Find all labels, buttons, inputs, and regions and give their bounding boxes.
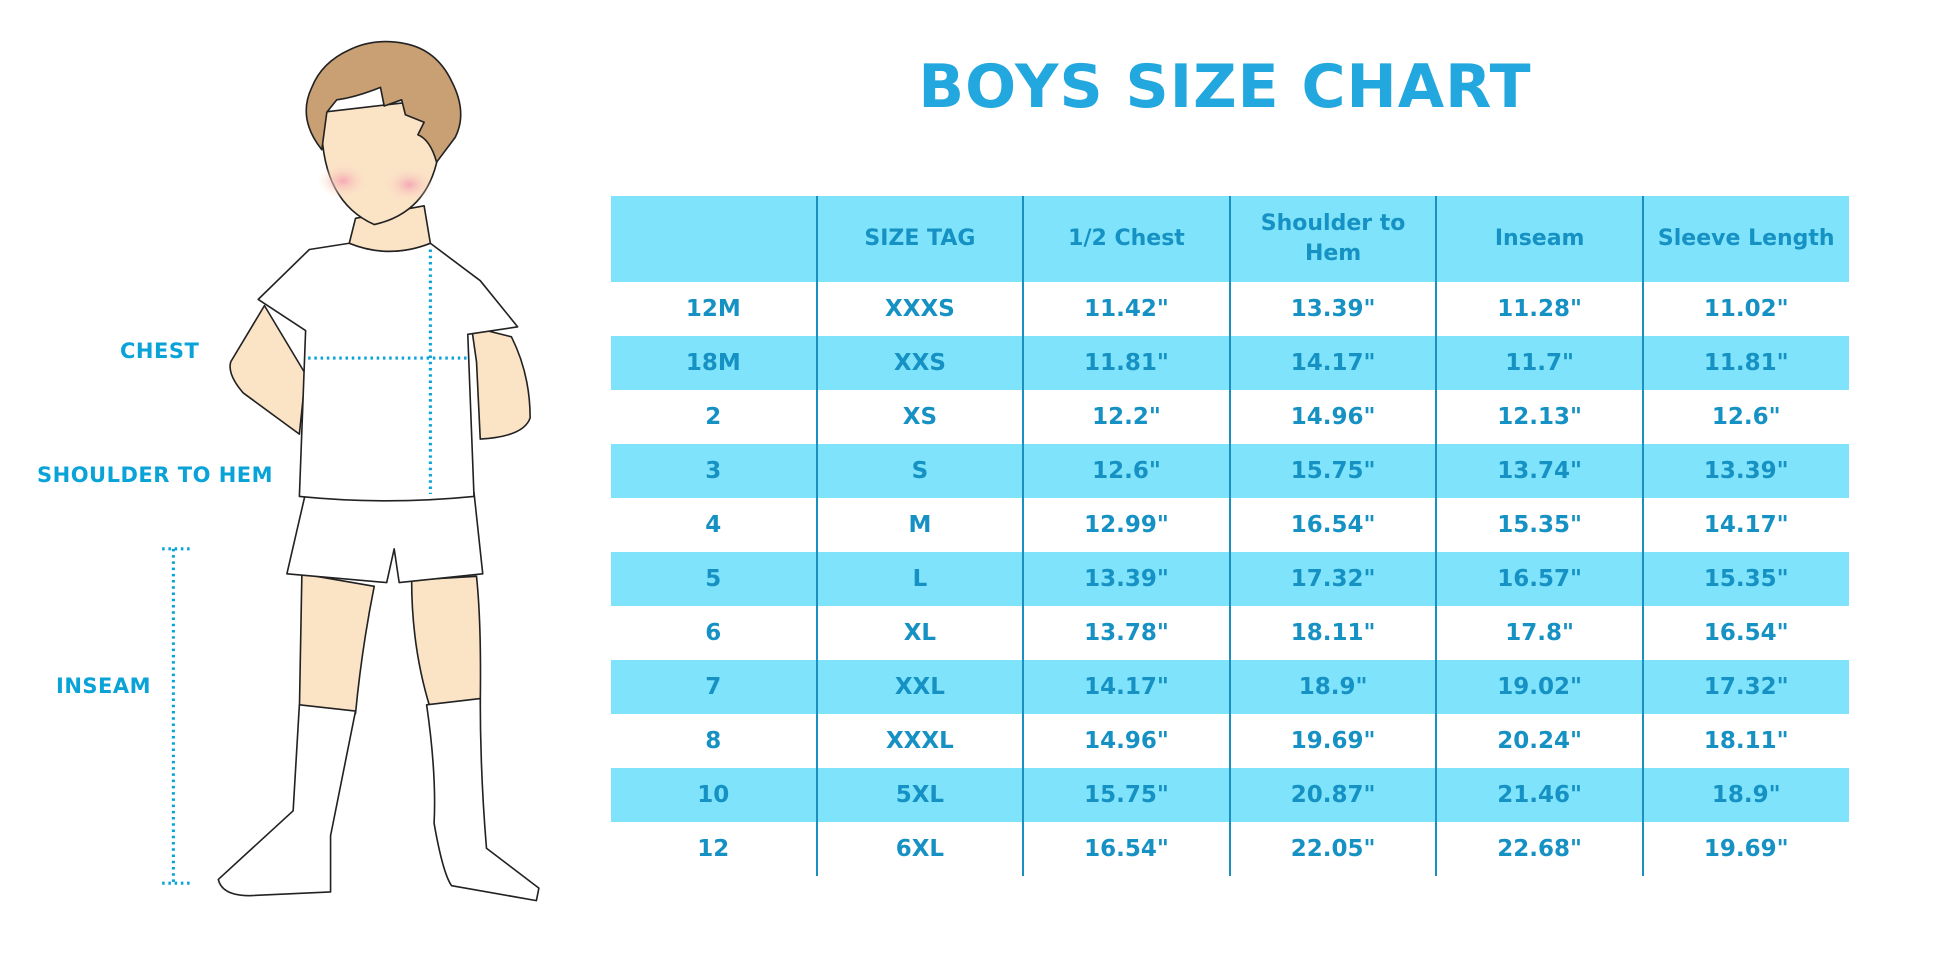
table-cell: 13.78"	[1022, 606, 1230, 660]
table-row: 2 XS 12.2" 14.96" 12.13" 12.6"	[611, 390, 1849, 444]
table-cell: XXL	[815, 660, 1024, 714]
table-cell: 4	[611, 498, 817, 552]
boy-measurement-illustration	[162, 40, 540, 902]
column-header: 1/2 Chest	[1022, 196, 1230, 282]
table-cell: 18M	[611, 336, 817, 390]
table-row: 10 5XL 15.75" 20.87" 21.46" 18.9"	[611, 768, 1849, 822]
table-cell: 6	[611, 606, 817, 660]
table-cell: 11.28"	[1435, 282, 1643, 336]
table-cell: 11.81"	[1022, 336, 1230, 390]
table-cell: 20.24"	[1435, 714, 1643, 768]
table-cell: 18.9"	[1641, 768, 1849, 822]
right-arm	[470, 326, 531, 440]
inseam-label: INSEAM	[56, 674, 152, 698]
table-cell: 15.35"	[1435, 498, 1643, 552]
table-cell: 14.17"	[1228, 336, 1437, 390]
table-cell: 14.96"	[1022, 714, 1230, 768]
page-title: BOYS SIZE CHART	[918, 52, 1532, 122]
table-cell: 20.87"	[1228, 768, 1437, 822]
table-cell: 6XL	[815, 822, 1024, 876]
table-cell: 22.68"	[1435, 822, 1643, 876]
table-row: 3 S 12.6" 15.75" 13.74" 13.39"	[611, 444, 1849, 498]
table-cell: 19.69"	[1228, 714, 1437, 768]
table-cell: 12.13"	[1435, 390, 1643, 444]
table-cell: 13.74"	[1435, 444, 1643, 498]
right-sock	[425, 697, 540, 902]
table-cell: 5XL	[815, 768, 1024, 822]
shoulder-to-hem-label: SHOULDER TO HEM	[37, 463, 274, 487]
table-row: 7 XXL 14.17" 18.9" 19.02" 17.32"	[611, 660, 1849, 714]
table-cell: M	[815, 498, 1024, 552]
table-row: 6 XL 13.78" 18.11" 17.8" 16.54"	[611, 606, 1849, 660]
table-cell: 13.39"	[1022, 552, 1230, 606]
table-cell: 11.42"	[1022, 282, 1230, 336]
table-cell: 15.35"	[1641, 552, 1849, 606]
table-cell: 11.02"	[1641, 282, 1849, 336]
table-cell: 17.8"	[1435, 606, 1643, 660]
table-cell: 12	[611, 822, 817, 876]
table-row: 12M XXXS 11.42" 13.39" 11.28" 11.02"	[611, 282, 1849, 336]
table-cell: 15.75"	[1228, 444, 1437, 498]
chest-label: CHEST	[120, 339, 200, 363]
table-cell: 3	[611, 444, 817, 498]
table-cell: 22.05"	[1228, 822, 1437, 876]
table-cell: 14.17"	[1641, 498, 1849, 552]
table-cell: 10	[611, 768, 817, 822]
table-cell: XL	[815, 606, 1024, 660]
table-cell: 11.81"	[1641, 336, 1849, 390]
table-row: 8 XXXL 14.96" 19.69" 20.24" 18.11"	[611, 714, 1849, 768]
table-row: 18M XXS 11.81" 14.17" 11.7" 11.81"	[611, 336, 1849, 390]
hair	[305, 40, 462, 163]
table-cell: XS	[815, 390, 1024, 444]
table-cell: XXXL	[815, 714, 1024, 768]
table-row: 4 M 12.99" 16.54" 15.35" 14.17"	[611, 498, 1849, 552]
shorts	[286, 491, 484, 584]
table-cell: 19.02"	[1435, 660, 1643, 714]
table-row: 5 L 13.39" 17.32" 16.57" 15.35"	[611, 552, 1849, 606]
table-cell: 16.54"	[1228, 498, 1437, 552]
table-cell: 11.7"	[1435, 336, 1643, 390]
table-cell: 12.99"	[1022, 498, 1230, 552]
table-cell: 16.54"	[1022, 822, 1230, 876]
table-cell: 2	[611, 390, 817, 444]
table-cell: 8	[611, 714, 817, 768]
table-cell: L	[815, 552, 1024, 606]
table-cell: 13.39"	[1641, 444, 1849, 498]
table-cell: XXS	[815, 336, 1024, 390]
table-cell: 17.32"	[1641, 660, 1849, 714]
table-cell: S	[815, 444, 1024, 498]
size-chart-table: SIZE TAG 1/2 Chest Shoulder to Hem Inseam Sl…	[611, 196, 1849, 876]
table-cell: 16.57"	[1435, 552, 1643, 606]
table-row: 12 6XL 16.54" 22.05" 22.68" 19.69"	[611, 822, 1849, 876]
table-cell: 7	[611, 660, 817, 714]
table-cell: 14.17"	[1022, 660, 1230, 714]
table-cell: 12.6"	[1641, 390, 1849, 444]
column-header: SIZE TAG	[815, 196, 1024, 282]
column-header: Sleeve Length	[1641, 196, 1849, 282]
column-header	[611, 196, 817, 282]
left-arm	[229, 304, 307, 435]
table-cell: 14.96"	[1228, 390, 1437, 444]
table-cell: 12M	[611, 282, 817, 336]
table-cell: 21.46"	[1435, 768, 1643, 822]
table-cell: 12.6"	[1022, 444, 1230, 498]
right-leg	[410, 575, 482, 710]
left-sock	[217, 703, 357, 897]
column-header: Shoulder to Hem	[1228, 196, 1437, 282]
table-cell: 16.54"	[1641, 606, 1849, 660]
table-cell: 19.69"	[1641, 822, 1849, 876]
table-cell: XXXS	[815, 282, 1024, 336]
table-cell: 5	[611, 552, 817, 606]
table-cell: 12.2"	[1022, 390, 1230, 444]
table-cell: 18.11"	[1641, 714, 1849, 768]
left-leg	[298, 573, 376, 715]
table-cell: 18.11"	[1228, 606, 1437, 660]
table-cell: 15.75"	[1022, 768, 1230, 822]
table-cell: 13.39"	[1228, 282, 1437, 336]
table-cell: 18.9"	[1228, 660, 1437, 714]
table-header-row: SIZE TAG 1/2 Chest Shoulder to Hem Inseam Sl…	[611, 196, 1849, 282]
table-cell: 17.32"	[1228, 552, 1437, 606]
column-header: Inseam	[1435, 196, 1643, 282]
